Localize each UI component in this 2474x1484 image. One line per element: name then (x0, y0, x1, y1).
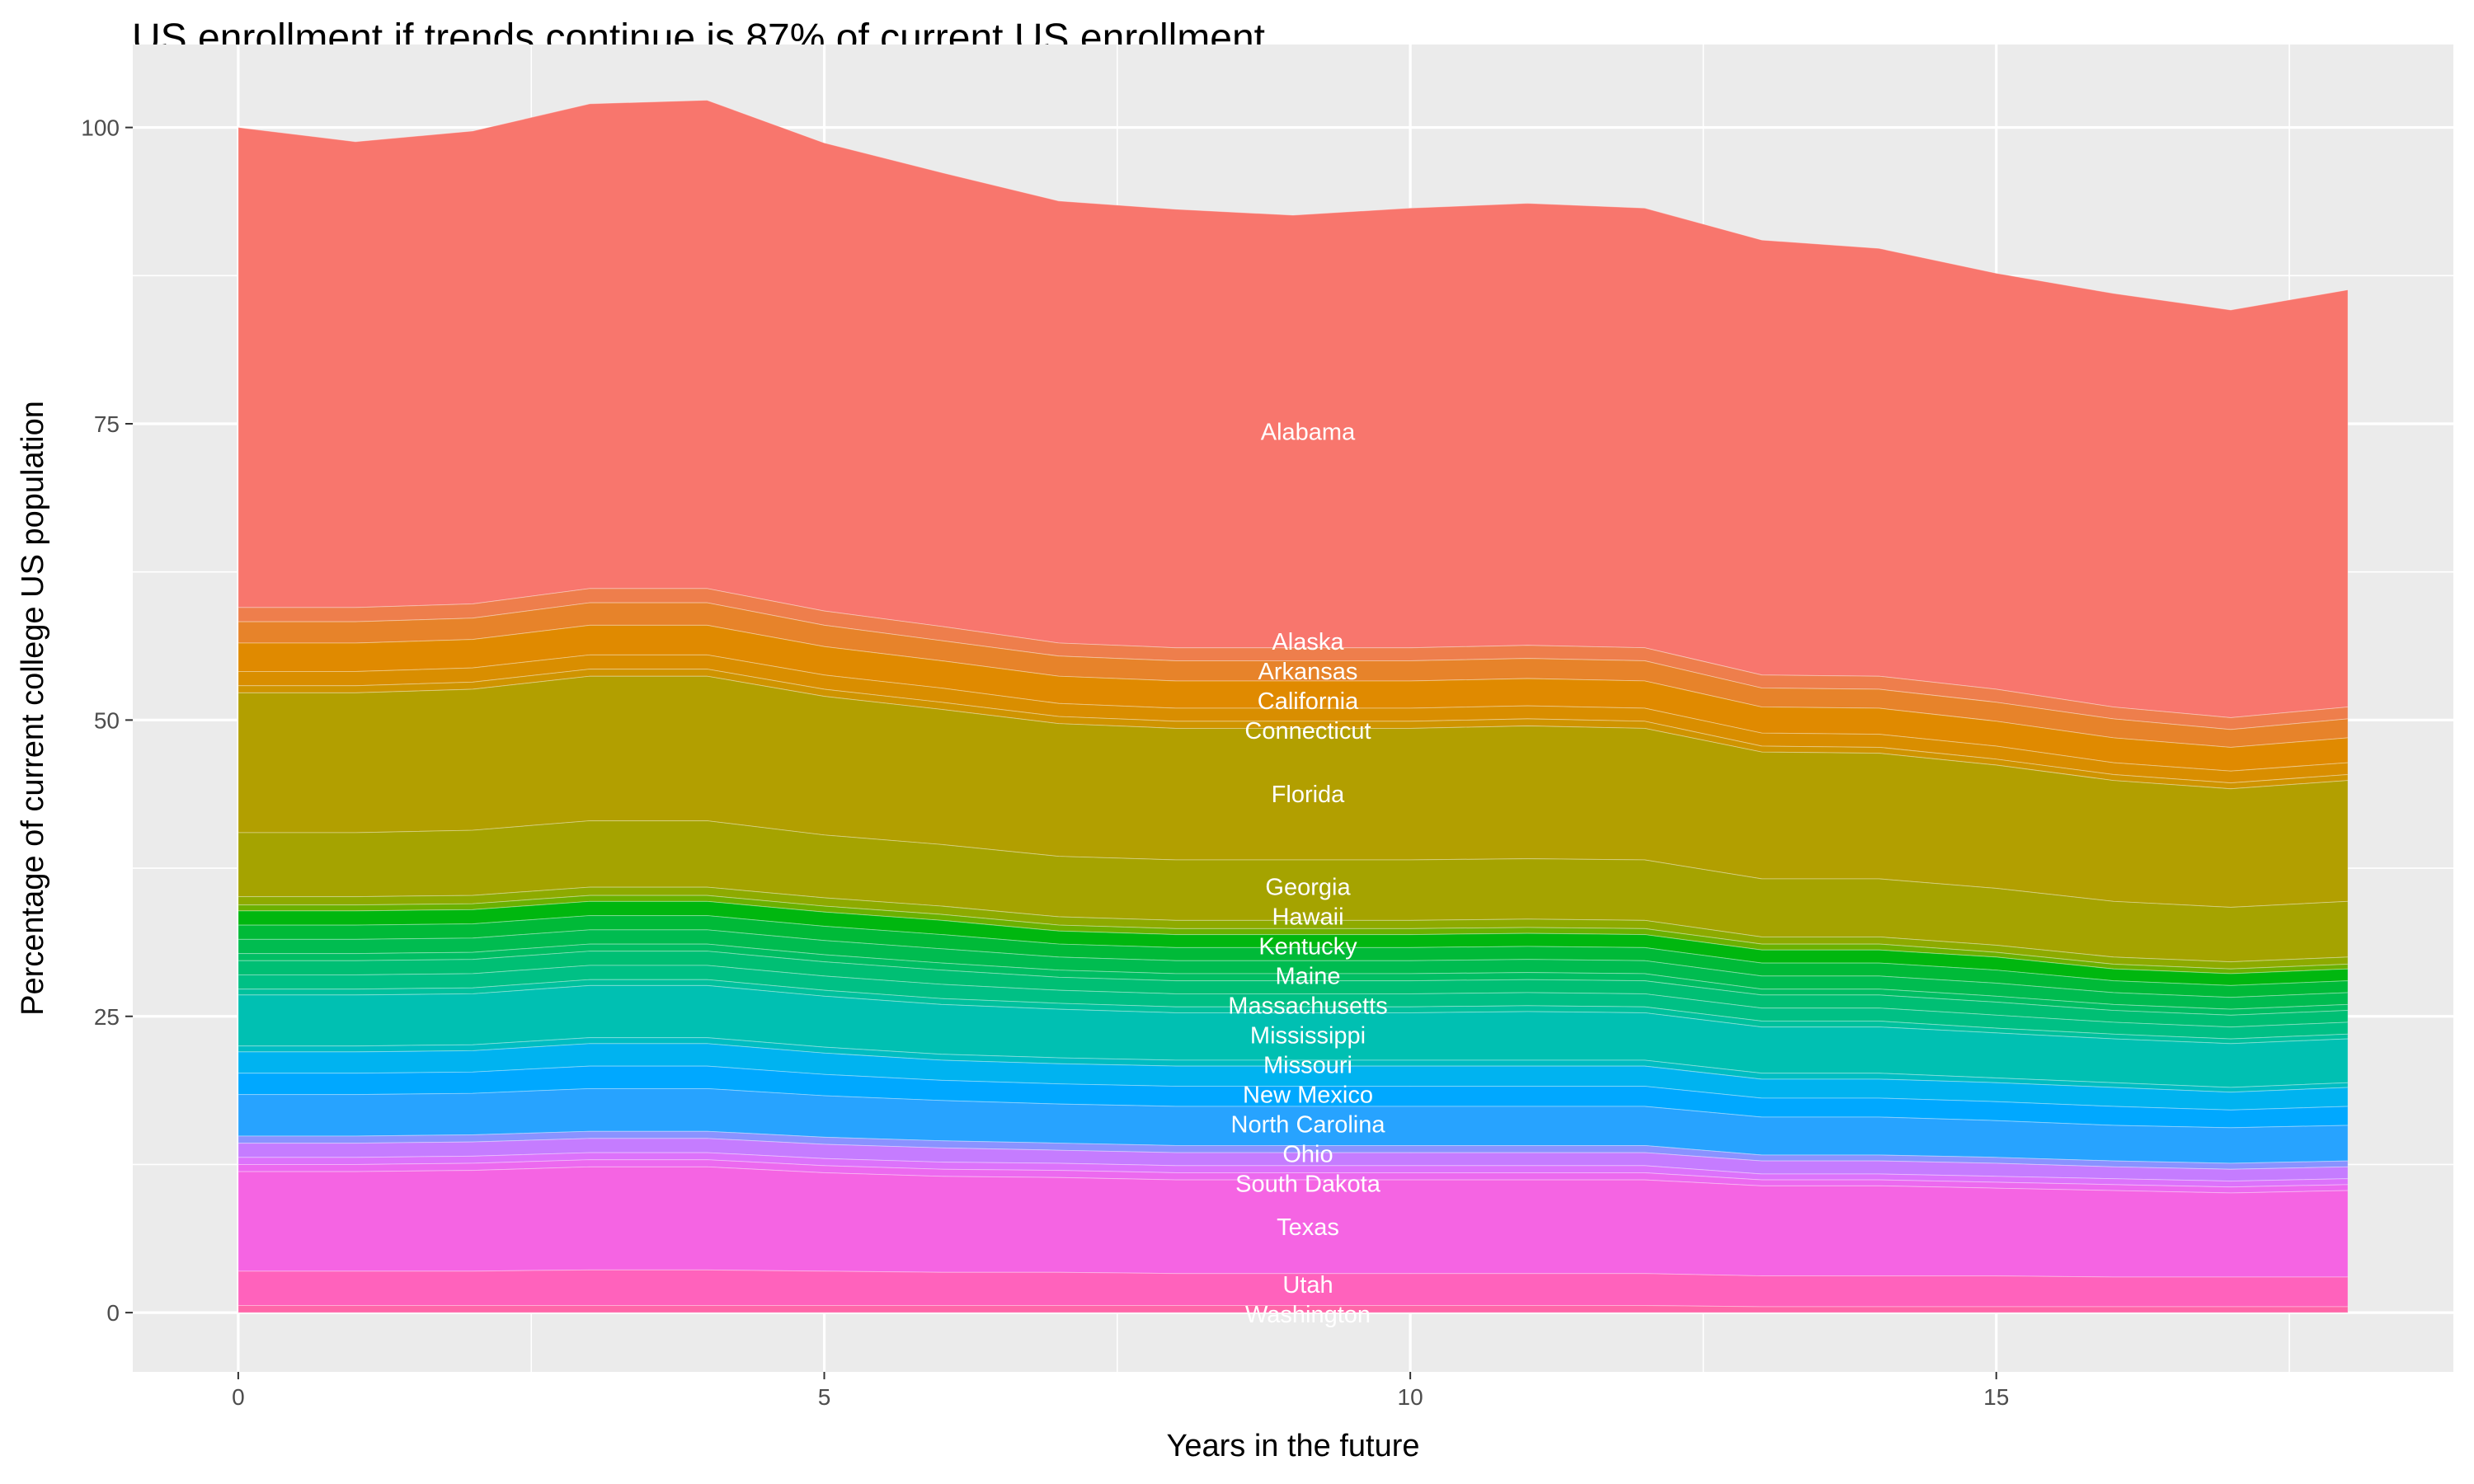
label-arkansas: Arkansas (1258, 659, 1358, 685)
label-alaska: Alaska (1272, 629, 1344, 655)
x-tick-label: 10 (1398, 1384, 1423, 1410)
x-axis-title: Years in the future (1166, 1429, 1419, 1463)
label-washington: Washington (1245, 1302, 1371, 1328)
label-alabama: Alabama (1261, 419, 1356, 445)
area-florida (238, 675, 2349, 909)
area-alaska (238, 588, 2349, 730)
label-utah: Utah (1282, 1272, 1333, 1298)
area-unlabeled-state (238, 895, 2349, 974)
y-tick-label: 0 (106, 1300, 120, 1326)
area-washington (238, 1305, 2349, 1313)
x-tick-label: 5 (818, 1384, 831, 1410)
area-kentucky (238, 915, 2349, 998)
y-axis: 0 25 50 75 100 (81, 115, 133, 1326)
area-unlabeled-state (238, 1159, 2349, 1194)
label-new-mexico: New Mexico (1243, 1082, 1373, 1109)
label-maine: Maine (1276, 964, 1341, 990)
label-florida: Florida (1272, 782, 1346, 808)
area-layers (238, 100, 2349, 1313)
label-connecticut: Connecticut (1244, 718, 1371, 744)
label-massachusetts: Massachusetts (1228, 993, 1387, 1020)
label-south-dakota: South Dakota (1235, 1172, 1381, 1198)
y-tick-label: 75 (94, 411, 120, 437)
x-tick-label: 15 (1983, 1384, 2009, 1410)
area-new-mexico (238, 1065, 2349, 1129)
label-north-carolina: North Carolina (1231, 1112, 1386, 1139)
area-california (238, 624, 2349, 772)
label-missouri: Missouri (1263, 1053, 1352, 1079)
label-california: California (1258, 688, 1359, 715)
area-unlabeled-state (238, 900, 2349, 986)
area-unlabeled-state (238, 1138, 2349, 1182)
label-mississippi: Mississippi (1250, 1023, 1366, 1050)
y-tick-label: 100 (81, 115, 120, 141)
area-georgia (238, 820, 2349, 963)
label-texas: Texas (1277, 1214, 1339, 1241)
label-kentucky: Kentucky (1258, 934, 1357, 960)
area-mississippi (238, 984, 2349, 1088)
y-tick-label: 25 (94, 1004, 120, 1030)
label-georgia: Georgia (1265, 875, 1351, 901)
area-unlabeled-state (238, 929, 2349, 1010)
x-axis: 0 5 10 15 (232, 1372, 2009, 1410)
area-ohio (238, 1130, 2349, 1170)
x-tick-label: 0 (232, 1384, 245, 1410)
area-arkansas (238, 602, 2349, 748)
y-tick-label: 50 (94, 707, 120, 733)
label-ohio: Ohio (1282, 1142, 1333, 1168)
series-labels: Alabama Alaska Arkansas California Connectic… (1228, 419, 1387, 1328)
label-hawaii: Hawaii (1272, 904, 1343, 931)
y-axis-title: Percentage of current college US populat… (16, 401, 50, 1016)
